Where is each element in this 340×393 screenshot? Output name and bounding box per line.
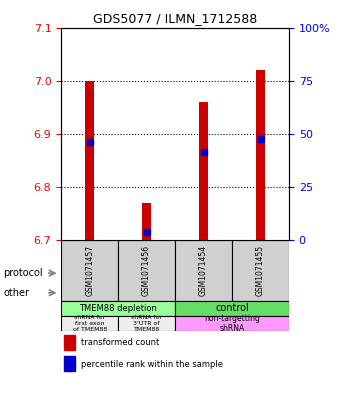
Text: GSM1071455: GSM1071455 xyxy=(256,244,265,296)
FancyBboxPatch shape xyxy=(61,240,118,301)
FancyBboxPatch shape xyxy=(61,301,175,316)
FancyBboxPatch shape xyxy=(232,240,289,301)
FancyBboxPatch shape xyxy=(61,316,118,331)
FancyBboxPatch shape xyxy=(175,240,232,301)
FancyBboxPatch shape xyxy=(118,316,175,331)
Text: GSM1071454: GSM1071454 xyxy=(199,244,208,296)
Bar xyxy=(64,335,75,350)
Text: non-targetting
shRNA: non-targetting shRNA xyxy=(204,314,260,333)
Text: shRNA for
3'UTR of
TMEM88: shRNA for 3'UTR of TMEM88 xyxy=(131,315,162,332)
Text: percentile rank within the sample: percentile rank within the sample xyxy=(81,360,223,369)
Text: protocol: protocol xyxy=(3,268,43,278)
Bar xyxy=(199,102,208,240)
Text: transformed count: transformed count xyxy=(81,338,159,347)
FancyBboxPatch shape xyxy=(175,316,289,331)
Bar xyxy=(64,356,75,371)
Text: shRNA for
first exon
of TMEM88: shRNA for first exon of TMEM88 xyxy=(72,315,107,332)
Bar xyxy=(256,70,265,240)
Text: TMEM88 depletion: TMEM88 depletion xyxy=(79,304,157,312)
Text: GSM1071456: GSM1071456 xyxy=(142,244,151,296)
FancyBboxPatch shape xyxy=(118,240,175,301)
Text: other: other xyxy=(3,288,29,298)
Title: GDS5077 / ILMN_1712588: GDS5077 / ILMN_1712588 xyxy=(93,12,257,25)
FancyBboxPatch shape xyxy=(175,301,289,316)
Text: GSM1071457: GSM1071457 xyxy=(85,244,94,296)
Bar xyxy=(142,203,151,240)
Text: control: control xyxy=(215,303,249,313)
Bar xyxy=(85,81,94,240)
